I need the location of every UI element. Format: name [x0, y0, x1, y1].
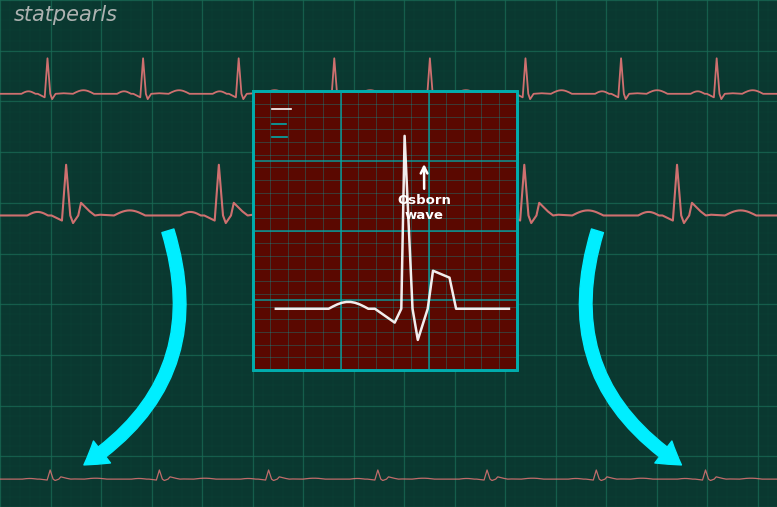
FancyArrowPatch shape: [580, 229, 681, 465]
Text: statpearls: statpearls: [14, 5, 118, 25]
Text: Osborn
wave: Osborn wave: [397, 167, 451, 223]
Bar: [253, 91, 517, 370]
FancyArrowPatch shape: [84, 229, 186, 465]
